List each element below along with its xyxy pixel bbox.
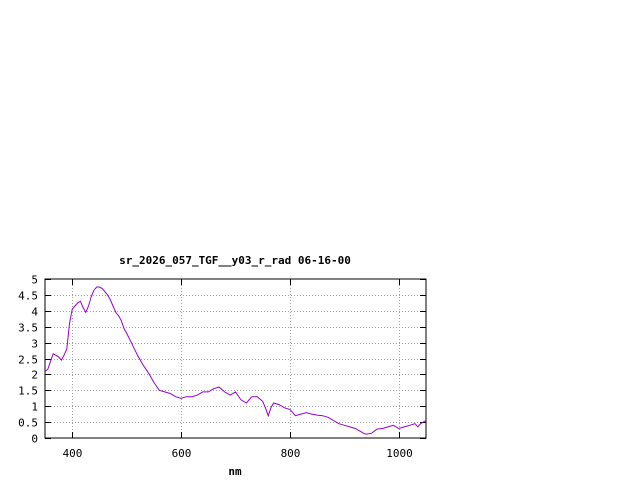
y-tick-label: 0.5 (18, 417, 38, 430)
y-tick-label: 2.5 (18, 354, 38, 367)
y-tick-label: 4 (31, 306, 38, 319)
x-axis-label: nm (228, 465, 242, 478)
x-tick-label: 1000 (386, 447, 413, 460)
x-tick-label: 600 (172, 447, 192, 460)
chart-title: sr_2026_057_TGF__y03_r_rad 06-16-00 (119, 254, 351, 267)
grid (45, 279, 426, 438)
y-tick-label: 0 (31, 433, 38, 446)
plot-frame (44, 278, 427, 439)
y-tick-label: 3.5 (18, 322, 38, 335)
y-tick-label: 1.5 (18, 385, 38, 398)
y-tick-label: 5 (31, 274, 38, 287)
series-line (44, 286, 427, 435)
y-tick-label: 1 (31, 401, 38, 414)
y-tick-label: 3 (31, 338, 38, 351)
y-tick-label: 4.5 (18, 290, 38, 303)
series-group (44, 286, 427, 435)
axis-ticks: 0 0.5 1 1.5 2 2.5 3 3.5 4 4.5 5 400 600 800 1000 (18, 274, 426, 460)
x-tick-label: 800 (281, 447, 301, 460)
x-tick-label: 400 (63, 447, 83, 460)
y-tick-label: 2 (31, 369, 38, 382)
